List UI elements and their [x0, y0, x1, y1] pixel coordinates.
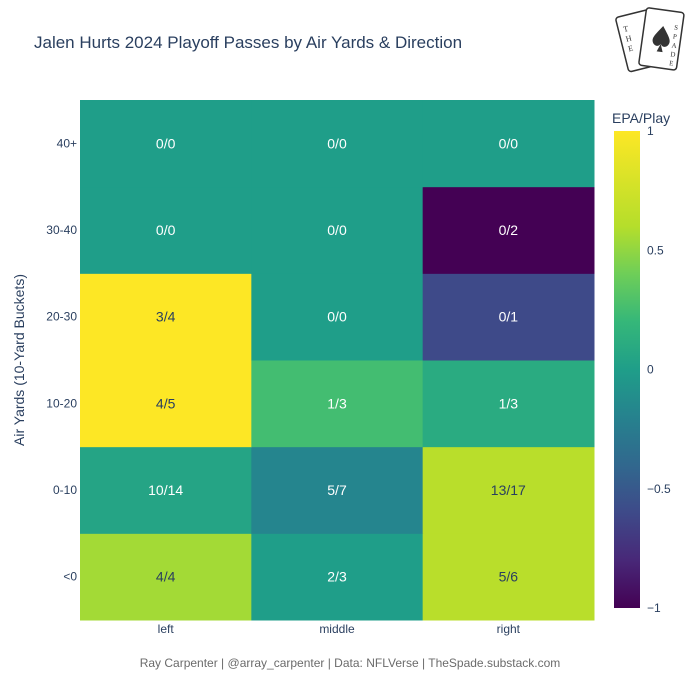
heatmap-cell — [422, 446, 595, 534]
cell-label: 0/0 — [327, 135, 347, 151]
cell-label: 0/0 — [327, 222, 347, 238]
svg-text:E: E — [627, 43, 634, 53]
heatmap-cell — [251, 273, 424, 361]
cell-label: 0/0 — [327, 309, 347, 325]
cell-label: 0/1 — [499, 309, 519, 325]
heatmap-cell — [422, 360, 595, 448]
cell-label: 5/6 — [499, 569, 519, 585]
heatmap-cell — [80, 360, 252, 448]
x-tick-label: left — [158, 622, 175, 636]
heatmap-cell — [80, 273, 252, 361]
y-tick-label: 10-20 — [46, 396, 77, 410]
cell-label: 1/3 — [499, 395, 519, 411]
x-tick-label: right — [497, 622, 521, 636]
x-tick-label: middle — [319, 622, 355, 636]
cell-label: 0/0 — [156, 135, 176, 151]
y-axis-title: Air Yards (10-Yard Buckets) — [11, 274, 27, 446]
colorbar-tick-label: 0.5 — [647, 243, 664, 257]
y-tick-label: 30-40 — [46, 223, 77, 237]
heatmap-cell — [251, 446, 424, 534]
chart-title: Jalen Hurts 2024 Playoff Passes by Air Y… — [34, 33, 463, 52]
svg-text:T: T — [622, 24, 629, 34]
cell-label: 0/0 — [499, 135, 519, 151]
cell-label: 13/17 — [491, 482, 526, 498]
cell-label: 4/4 — [156, 569, 176, 585]
cell-label: 0/2 — [499, 222, 519, 238]
svg-text:S: S — [674, 24, 679, 32]
chart-caption: Ray Carpenter | @array_carpenter | Data:… — [139, 656, 561, 670]
cell-label: 1/3 — [327, 395, 347, 411]
colorbar — [614, 131, 640, 608]
cell-label: 0/0 — [156, 222, 176, 238]
y-tick-label: <0 — [63, 570, 77, 584]
y-tick-label: 40+ — [57, 136, 77, 150]
y-tick-label: 0-10 — [53, 483, 77, 497]
heatmap-cell — [422, 186, 595, 274]
heatmap-cell — [80, 446, 252, 534]
the-spade-logo: T H E S P A D E — [615, 7, 685, 73]
svg-text:A: A — [671, 41, 677, 50]
cell-label: 3/4 — [156, 309, 176, 325]
svg-text:D: D — [670, 50, 676, 59]
colorbar-title: EPA/Play — [612, 110, 670, 126]
svg-text:E: E — [669, 59, 674, 68]
colorbar-tick-label: 0 — [647, 363, 654, 377]
cell-label: 10/14 — [148, 482, 183, 498]
heatmap-cell — [422, 533, 595, 621]
heatmap-cell — [80, 533, 252, 621]
cell-label: 4/5 — [156, 395, 176, 411]
cell-label: 2/3 — [327, 569, 347, 585]
y-tick-label: 20-30 — [46, 310, 77, 324]
heatmap-cell — [251, 360, 424, 448]
heatmap-cell — [251, 100, 424, 188]
svg-text:H: H — [625, 34, 633, 44]
heatmap-cell — [422, 273, 595, 361]
cell-label: 5/7 — [327, 482, 347, 498]
colorbar-tick-label: −1 — [647, 601, 661, 615]
heatmap-cell — [80, 100, 252, 188]
heatmap-cell — [80, 186, 252, 274]
colorbar-tick-label: 1 — [647, 124, 654, 138]
colorbar-tick-label: −0.5 — [647, 482, 671, 496]
heatmap-cell — [251, 186, 424, 274]
heatmap-cell — [251, 533, 424, 621]
svg-text:P: P — [672, 32, 677, 40]
heatmap-cell — [422, 100, 595, 188]
